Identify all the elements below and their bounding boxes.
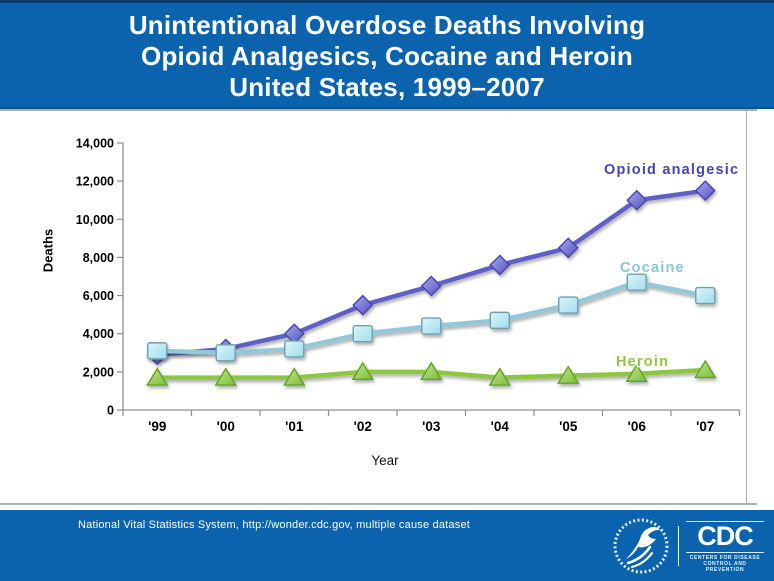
frame-line-right (746, 111, 747, 503)
series-label: Cocaine (620, 260, 685, 276)
title-line-2: Opioid Analgesics, Cocaine and Heroin (141, 40, 633, 71)
footer-bar: National Vital Statistics System, http:/… (0, 510, 774, 581)
hhs-cdc-logo: CDC Centers for Disease Control and Prev… (608, 515, 768, 577)
series-label: Heroin (616, 354, 669, 370)
cdc-logo-subtext: Centers for Disease Control and Preventi… (686, 552, 764, 573)
y-tick-label: 12,000 (76, 175, 114, 189)
data-point-marker (557, 237, 579, 259)
x-tick-label: '02 (354, 419, 372, 434)
data-point-marker (557, 365, 580, 384)
data-point-marker (694, 359, 717, 379)
line-chart: 0 2,000 4,000 6,000 8,000 10,000 12,000 14,000 '… (76, 137, 741, 434)
data-point-marker (558, 296, 579, 314)
data-point-marker (695, 286, 716, 305)
title-line-1: Unintentional Overdose Deaths Involving (128, 9, 646, 40)
y-tick-label: 10,000 (76, 213, 114, 227)
x-axis-title: Year (371, 453, 399, 468)
page-title: Unintentional Overdose Deaths Involving … (129, 10, 645, 103)
title-banner: Unintentional Overdose Deaths Involving … (0, 0, 774, 109)
data-point-marker (626, 189, 648, 211)
y-tick-label: 8,000 (83, 251, 114, 265)
data-point-marker (352, 294, 374, 316)
series-cocaine (147, 273, 716, 362)
source-citation: National Vital Statistics System, http:/… (78, 519, 471, 531)
data-point-marker (284, 340, 305, 358)
y-tick-label: 0 (107, 404, 114, 418)
x-tick-label: '06 (628, 419, 647, 434)
y-tick-label: 14,000 (76, 137, 114, 151)
data-point-marker (420, 361, 443, 381)
cdc-logo: CDC Centers for Disease Control and Prev… (686, 521, 764, 573)
data-point-marker (283, 367, 306, 386)
x-tick-label: '07 (696, 419, 714, 434)
data-point-marker (694, 180, 716, 202)
data-point-marker (351, 361, 374, 381)
x-tick-label: '03 (422, 419, 441, 434)
cdc-logo-text: CDC (686, 521, 764, 550)
data-point-marker (146, 367, 169, 386)
series-heroin (146, 359, 717, 386)
data-point-marker (489, 311, 510, 330)
data-point-marker (215, 344, 236, 362)
data-point-marker (420, 275, 442, 297)
divider-line-bottom (0, 503, 757, 505)
x-tick-label: '01 (285, 419, 304, 434)
data-point-marker (147, 342, 168, 360)
divider-line-top (0, 109, 757, 111)
x-tick-label: '04 (491, 419, 510, 434)
series-label: Opioid analgesic (604, 162, 739, 178)
x-tick-label: '99 (148, 419, 166, 434)
data-point-marker (488, 367, 511, 386)
data-point-marker (352, 325, 373, 343)
x-tick-label: '00 (217, 419, 235, 434)
data-point-marker (626, 273, 647, 291)
data-point-marker (625, 363, 648, 382)
data-point-marker (489, 254, 511, 276)
y-axis-title: Deaths (40, 228, 56, 273)
logo-separator (678, 526, 679, 566)
y-tick-label: 2,000 (83, 365, 114, 379)
data-point-marker (421, 317, 442, 335)
data-point-marker (214, 367, 237, 386)
y-tick-label: 6,000 (83, 289, 114, 303)
y-tick-label: 4,000 (83, 327, 114, 341)
x-tick-label: '05 (559, 419, 578, 434)
hhs-seal-icon (613, 518, 669, 574)
title-line-3: United States, 1999–2007 (229, 71, 545, 102)
